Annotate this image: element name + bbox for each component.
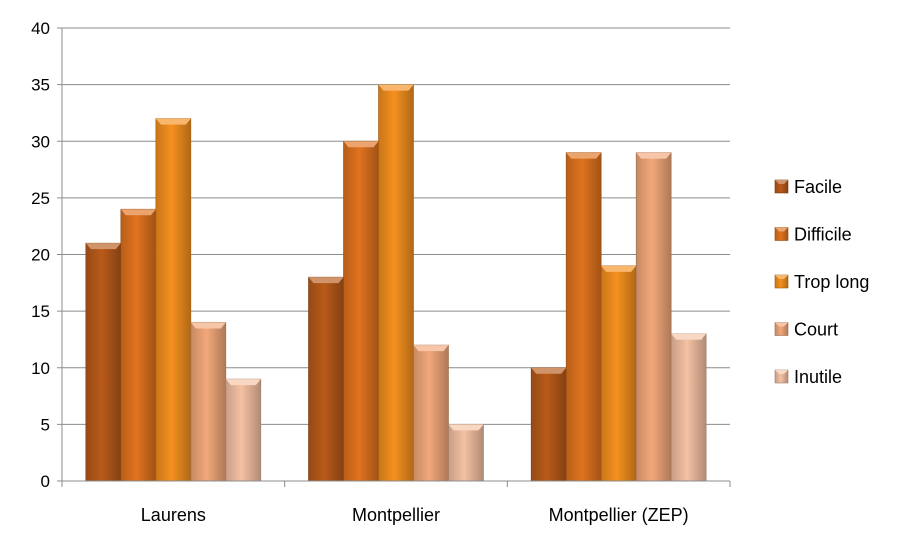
y-tick-label: 25	[31, 189, 50, 208]
bar-difficile-montpellier	[343, 140, 379, 482]
bar-inutile-laurens	[225, 378, 262, 482]
x-category-label: Montpellier (ZEP)	[549, 505, 689, 525]
bar-cap	[448, 424, 484, 431]
legend-item: Court	[774, 320, 838, 340]
bar-inutile-montpellier-zep	[670, 333, 707, 482]
legend-item: Facile	[774, 177, 842, 197]
bar-cap	[413, 345, 449, 352]
bar-cap	[308, 277, 344, 284]
legend-swatch-cap	[775, 370, 788, 374]
bar-difficile-laurens	[120, 208, 157, 482]
bar-cap	[120, 209, 156, 216]
y-axis-ticks: 0 5 10 15 20 25 30 35 40	[31, 19, 62, 491]
bar-cap	[85, 243, 121, 250]
bar-cap	[378, 84, 414, 91]
y-tick-label: 5	[41, 415, 50, 434]
legend-swatch-cap	[775, 322, 788, 327]
legend-item: Difficile	[774, 225, 852, 245]
legend-label: Inutile	[794, 367, 842, 387]
y-tick-label: 30	[31, 132, 50, 151]
bar-inutile-montpellier	[448, 424, 484, 482]
bars	[85, 84, 707, 482]
legend-label: Trop long	[794, 272, 869, 292]
bar-difficile-montpellier-zep	[565, 152, 602, 482]
x-axis-labels: Laurens Montpellier Montpellier (ZEP)	[141, 505, 689, 525]
bar-cap	[601, 265, 637, 272]
bar-facile-montpellier	[308, 276, 344, 482]
bar-cap	[190, 322, 226, 329]
bar-trop-long-laurens	[155, 118, 192, 482]
axes	[61, 28, 731, 487]
bar-facile-montpellier-zep	[530, 367, 567, 482]
y-tick-label: 20	[31, 246, 50, 265]
x-category-label: Laurens	[141, 505, 206, 525]
y-tick-label: 0	[41, 472, 50, 491]
legend-swatch-cap	[775, 227, 788, 232]
x-category-label: Montpellier	[352, 505, 440, 525]
legend-label: Court	[794, 320, 838, 340]
y-tick-label: 35	[31, 76, 50, 95]
legend-swatch-cap	[775, 275, 788, 279]
y-tick-label: 15	[31, 302, 50, 321]
bar-court-laurens	[190, 322, 227, 482]
bar-cap	[155, 118, 191, 125]
bar-trop-long-montpellier-zep	[600, 265, 637, 482]
y-tick-label: 40	[31, 19, 50, 38]
bar-facile-laurens	[85, 242, 122, 482]
bar-cap	[636, 152, 672, 159]
legend-swatch-cap	[775, 180, 788, 184]
legend-item: Inutile	[774, 367, 842, 387]
bar-cap	[225, 379, 261, 386]
legend-item: Trop long	[774, 272, 869, 292]
bar-court-montpellier-zep	[635, 152, 672, 482]
legend-label: Facile	[794, 177, 842, 197]
legend-label: Difficile	[794, 225, 852, 245]
bar-trop-long-montpellier	[378, 84, 414, 482]
y-tick-label: 10	[31, 359, 50, 378]
bar-court-montpellier	[413, 344, 449, 482]
bar-cap	[671, 333, 707, 340]
bar-cap	[566, 152, 602, 159]
bar-cap	[531, 367, 567, 374]
legend: Facile Difficile Trop long Court Inutile	[774, 177, 869, 387]
bar-cap	[343, 141, 379, 148]
